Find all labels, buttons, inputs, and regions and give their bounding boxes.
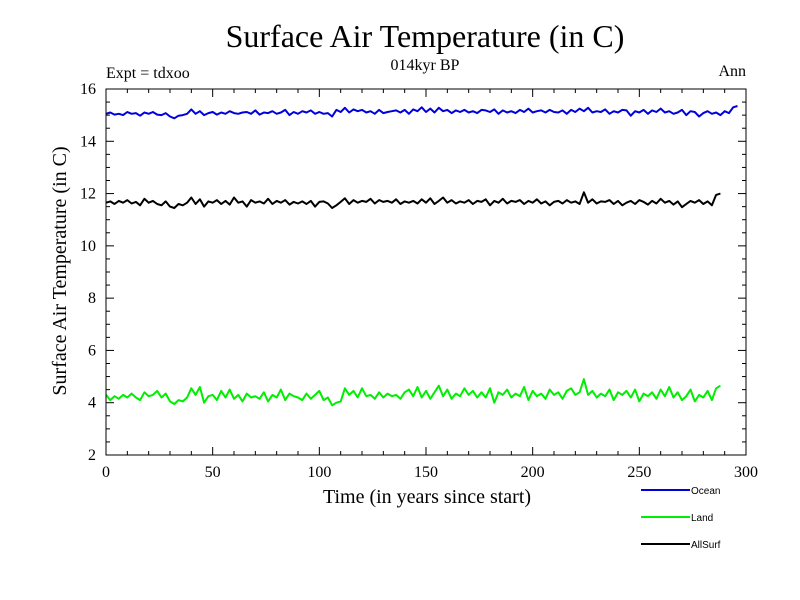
plot-frame	[105, 88, 747, 456]
axis-ticks	[105, 88, 747, 456]
y-tick-label: 6	[88, 342, 96, 359]
x-tick-label: 300	[734, 464, 758, 481]
x-axis-label: Time (in years since start)	[323, 486, 531, 508]
legend-label-land: Land	[691, 513, 713, 524]
experiment-label: Expt = tdxoo	[106, 65, 190, 82]
y-tick-label: 4	[88, 395, 96, 412]
x-tick-label: 200	[521, 464, 545, 481]
series-lines	[105, 105, 738, 407]
tick-labels: 0 50 100 150 200 250 300 2 4 6 8 10 12 14 16	[80, 81, 758, 481]
x-tick-label: 150	[414, 464, 438, 481]
y-tick-label: 10	[80, 238, 96, 255]
legend-label-ocean: Ocean	[691, 486, 720, 497]
chart-subtitle: 014kyr BP	[391, 57, 460, 74]
y-axis-label: Surface Air Temperature (in C)	[49, 146, 71, 395]
x-tick-label: 100	[307, 464, 331, 481]
series-line-allsurf	[105, 191, 721, 209]
series-line-ocean	[105, 105, 738, 120]
chart-title: Surface Air Temperature (in C)	[226, 18, 625, 54]
legend-label-allsurf: AllSurf	[691, 540, 721, 551]
season-label: Ann	[718, 63, 746, 80]
x-tick-label: 250	[627, 464, 651, 481]
x-tick-label: 0	[102, 464, 110, 481]
y-tick-label: 8	[88, 290, 96, 307]
y-tick-label: 16	[80, 81, 96, 98]
x-tick-label: 50	[205, 464, 221, 481]
y-tick-label: 12	[80, 186, 96, 203]
series-line-land	[105, 378, 721, 407]
legend: Ocean Land AllSurf	[641, 486, 721, 551]
y-tick-label: 14	[80, 133, 96, 150]
y-tick-label: 2	[88, 447, 96, 464]
